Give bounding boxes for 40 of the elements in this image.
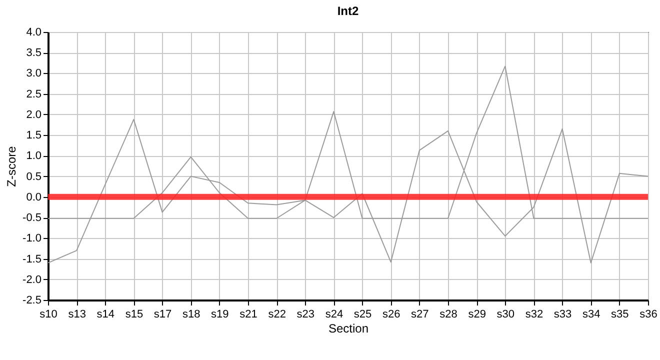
y-axis-title: Z-score: [4, 146, 19, 187]
y-tick-label: -1.5: [22, 253, 42, 266]
x-tick-label: s21: [240, 308, 258, 320]
x-tick-label: s29: [468, 308, 486, 320]
x-tick-label: s22: [268, 308, 286, 320]
x-tick-label: s14: [96, 308, 115, 320]
y-tick-label: -2.5: [22, 294, 42, 306]
x-tick-label: s27: [411, 308, 429, 320]
y-tick-label: 4.0: [26, 26, 42, 38]
x-tick-label: s30: [496, 308, 515, 320]
x-tick-label: s19: [211, 308, 229, 320]
y-tick-label: 3.0: [26, 68, 42, 80]
x-tick-label: s17: [154, 308, 172, 320]
x-tick-label: s33: [554, 308, 572, 320]
chart-title: Int2: [337, 4, 359, 18]
y-tick-label: 1.0: [26, 150, 42, 162]
x-tick-label: s36: [640, 308, 658, 320]
x-tick-label: s25: [354, 308, 372, 320]
x-tick-label: s35: [611, 308, 629, 320]
x-tick-label: s18: [182, 308, 200, 320]
x-tick-label: s26: [382, 308, 400, 320]
y-tick-label: 2.0: [26, 108, 42, 121]
y-tick-label: 0.5: [26, 170, 42, 183]
y-tick-label: -1.0: [22, 232, 42, 245]
y-tick-label: -0.5: [22, 212, 42, 224]
y-tick-label: 0.0: [26, 191, 42, 204]
y-tick-label: 1.5: [26, 130, 42, 142]
x-tick-label: s23: [296, 308, 315, 320]
x-tick-label: s10: [40, 308, 58, 320]
y-tick-label: 3.5: [26, 47, 42, 60]
x-tick-label: s24: [325, 308, 344, 320]
x-tick-label: s32: [525, 308, 544, 320]
y-tick-label: -2.0: [22, 274, 42, 286]
x-tick-label: s34: [582, 308, 600, 320]
y-tick-label: 2.5: [26, 88, 42, 100]
x-axis-title: Section: [328, 322, 369, 336]
line-series: [48, 66, 648, 264]
x-tick-label: s13: [68, 308, 86, 320]
x-tick-label: s28: [440, 308, 458, 320]
x-tick-label: s15: [125, 308, 144, 320]
